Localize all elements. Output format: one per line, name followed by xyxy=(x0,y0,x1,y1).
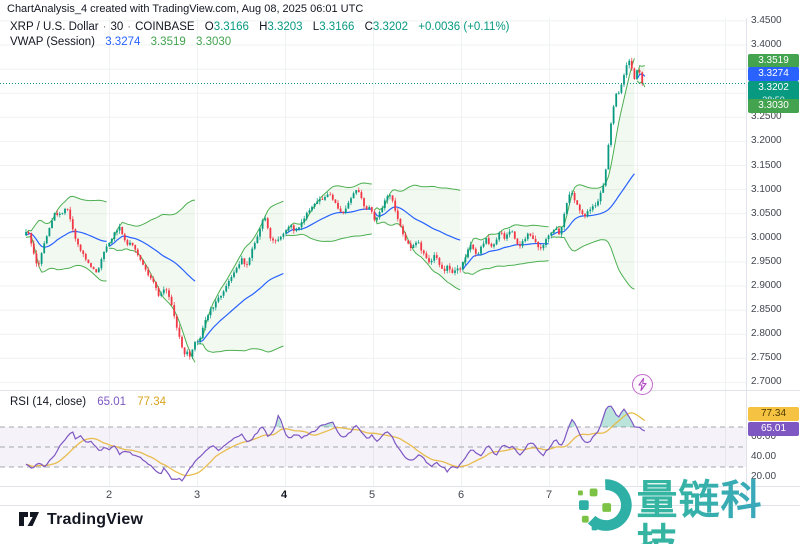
price-axis-label: 3.2500 xyxy=(751,111,782,123)
close-label: C xyxy=(364,21,373,33)
rsi-value-badge: 77.34 xyxy=(748,407,799,421)
vwap-mid-value: 3.3274 xyxy=(105,36,141,48)
rsi-value-badge: 65.01 xyxy=(748,422,799,436)
price-axis-label: 3.0500 xyxy=(751,207,782,219)
watermark-text: 量链科技 xyxy=(637,478,800,544)
chart-title: ChartAnalysis_4 created with TradingView… xyxy=(7,3,364,15)
low-label: L xyxy=(312,21,320,33)
interval-value[interactable]: 30 xyxy=(110,21,124,33)
price-axis-label: 2.7000 xyxy=(751,376,782,388)
vwap-indicator-name[interactable]: VWAP (Session) xyxy=(10,36,95,48)
price-level-badge: 3.3030 xyxy=(748,99,799,113)
chart-legend: XRP / U.S. Dollar · 30 · COINBASE O3.3166 H3… xyxy=(10,20,510,50)
price-axis-label: 3.1500 xyxy=(751,159,782,171)
price-axis-label: 2.8500 xyxy=(751,304,782,316)
open-value: 3.3166 xyxy=(213,21,249,33)
price-level-badge: 3.3274 xyxy=(748,67,799,81)
quick-trade-button[interactable] xyxy=(632,374,653,395)
symbol-legend-row[interactable]: XRP / U.S. Dollar · 30 · COINBASE O3.3166 H3… xyxy=(10,20,510,35)
rsi-indicator-name[interactable]: RSI (14, close) xyxy=(10,396,87,408)
time-axis-label: 3 xyxy=(193,489,201,501)
close-value: 3.3202 xyxy=(372,21,409,33)
rsi-axis-label: 20.00 xyxy=(751,471,777,482)
tradingview-brand-text: TradingView xyxy=(47,510,144,528)
tradingview-attribution[interactable]: TradingView xyxy=(18,510,143,529)
price-axis[interactable]: 3.4500 3.4000 3.2500 3.2000 3.1500 3.1000 3.05… xyxy=(748,0,800,505)
tradingview-logo-icon xyxy=(19,512,39,526)
change-value: +0.0036 (+0.11%) xyxy=(418,21,510,33)
exchange-name: COINBASE xyxy=(135,21,195,33)
rsi-axis-label: 40.00 xyxy=(751,451,777,462)
price-axis-label: 2.7500 xyxy=(751,352,782,364)
high-label: H xyxy=(259,21,268,33)
time-axis-label: 5 xyxy=(368,489,376,501)
price-level-badge: 3.3519 xyxy=(748,54,799,68)
lightning-icon xyxy=(638,378,647,391)
watermark-logo-icon xyxy=(578,479,632,531)
watermark: 量链科技 QFSP.NET xyxy=(578,478,800,544)
symbol-name[interactable]: XRP / U.S. Dollar xyxy=(10,21,99,33)
price-axis-label: 3.0000 xyxy=(751,231,782,243)
price-axis-label: 2.9000 xyxy=(751,280,782,291)
price-axis-label: 2.8000 xyxy=(751,328,782,340)
rsi-value: 65.01 xyxy=(97,396,127,408)
price-axis-label: 3.4000 xyxy=(751,39,782,50)
time-axis-label: 7 xyxy=(545,489,553,501)
time-axis-label: 4 xyxy=(280,489,288,501)
price-axis-label: 3.4500 xyxy=(751,14,782,26)
price-axis-label: 2.9500 xyxy=(751,255,782,267)
legend-separator: · xyxy=(127,21,132,33)
high-value: 3.3203 xyxy=(267,21,303,33)
rsi-legend-row[interactable]: RSI (14, close) 65.01 77.34 xyxy=(10,396,166,408)
vwap-lower-value: 3.3030 xyxy=(195,36,232,48)
vwap-legend-row[interactable]: VWAP (Session) 3.3274 3.3519 3.3030 xyxy=(10,35,510,50)
price-axis-label: 3.1000 xyxy=(751,183,782,195)
rsi-ma-value: 77.34 xyxy=(137,396,167,408)
price-axis-label: 3.2000 xyxy=(751,135,782,147)
vwap-upper-value: 3.3519 xyxy=(150,36,186,48)
time-axis-label: 6 xyxy=(457,489,465,501)
time-axis[interactable]: 2 3 4 5 6 7 xyxy=(0,487,746,505)
legend-separator: · xyxy=(102,21,107,33)
open-label: O xyxy=(204,21,214,33)
rsi-axis-label: 60.00 xyxy=(751,431,777,442)
time-axis-label: 2 xyxy=(105,489,113,501)
low-value: 3.3166 xyxy=(319,21,355,33)
